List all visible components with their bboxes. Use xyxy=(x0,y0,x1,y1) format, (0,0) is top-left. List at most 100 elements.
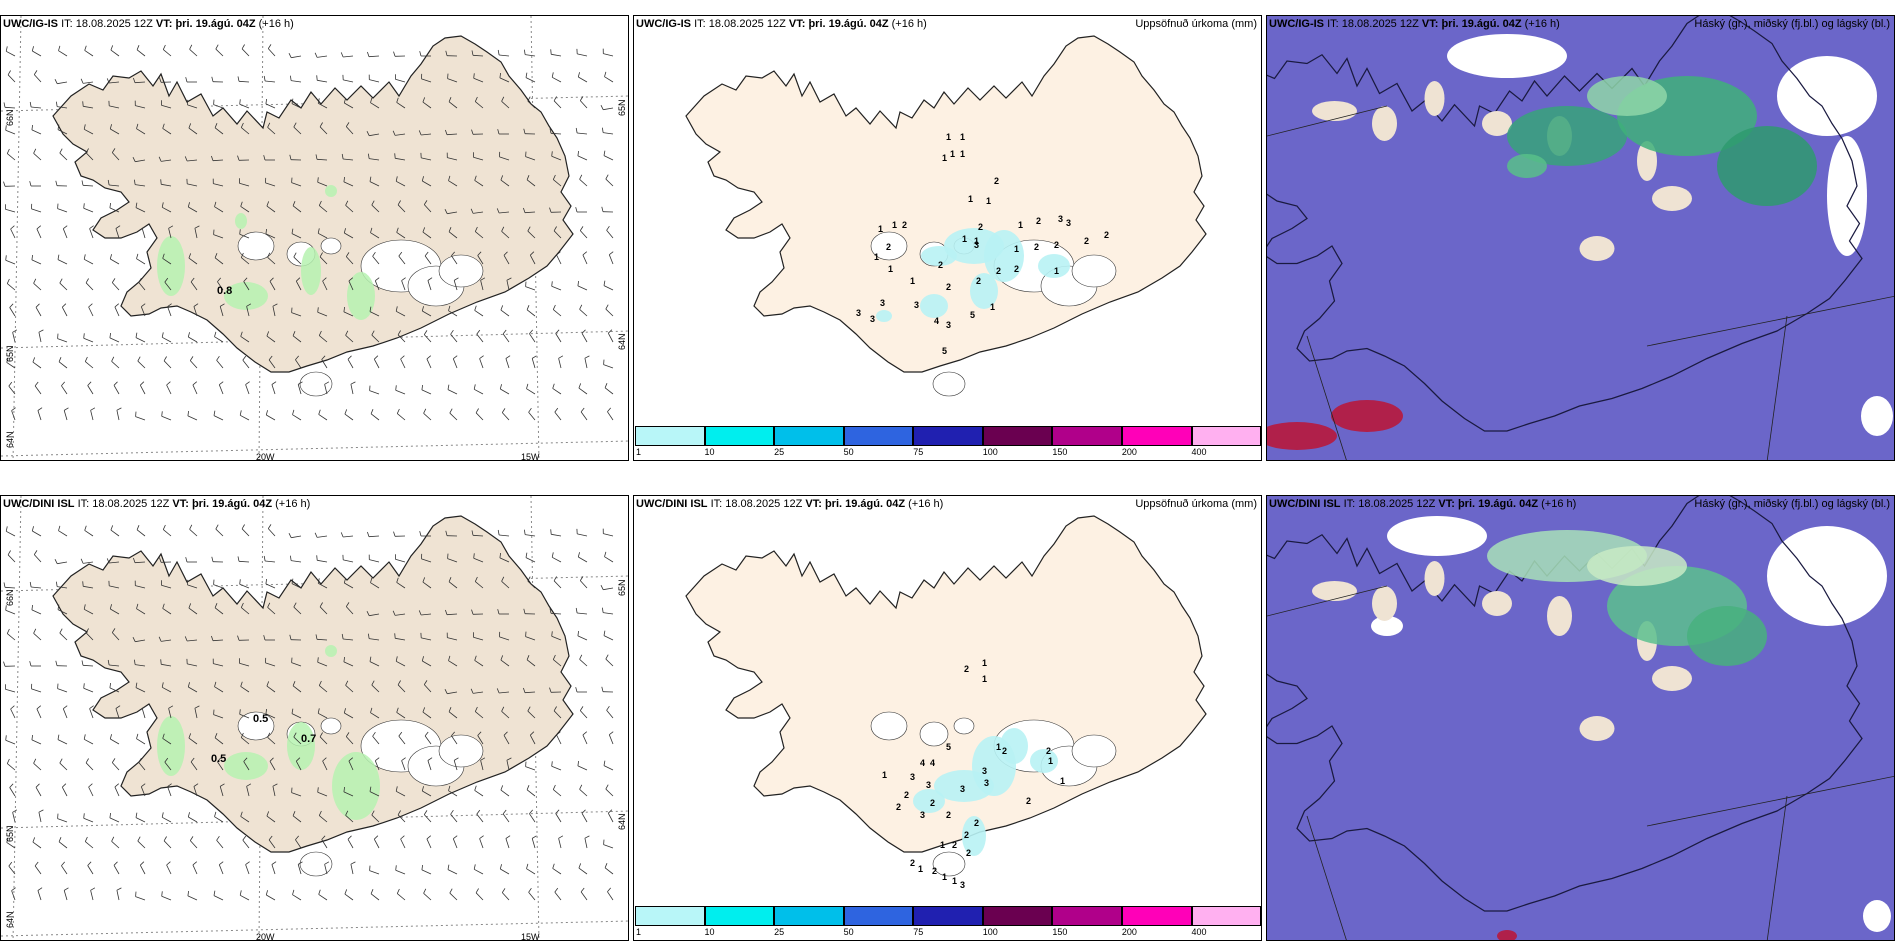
wind-barb xyxy=(396,577,399,583)
wind-barb xyxy=(396,707,399,713)
wind-barb xyxy=(59,632,68,641)
colorbar-tick-label: 50 xyxy=(843,447,854,457)
wind-barb xyxy=(501,226,505,232)
precip-value: 3 xyxy=(856,308,861,318)
colorbar-cell xyxy=(843,906,914,926)
wind-barb xyxy=(479,835,484,839)
wind-barb xyxy=(140,306,146,317)
land-visible xyxy=(1579,236,1615,261)
panel-title: UWC/IG-IS IT: 18.08.2025 12Z VT: þri. 19… xyxy=(636,18,927,30)
wind-barb xyxy=(291,560,302,563)
wind-barb xyxy=(111,628,116,633)
wind-barb xyxy=(263,555,266,562)
wind-barb xyxy=(240,206,250,213)
wind-barb xyxy=(61,865,68,875)
wind-barb xyxy=(85,361,94,369)
wind-barb xyxy=(501,888,506,893)
wind-barb xyxy=(396,310,406,317)
wind-barb xyxy=(82,101,84,107)
wind-barb xyxy=(63,890,68,901)
wind-barb xyxy=(315,154,318,160)
wind-barb xyxy=(528,892,536,901)
colorbar-cell xyxy=(982,906,1053,926)
wind-barb xyxy=(526,175,530,180)
wind-barb xyxy=(447,78,458,83)
wind-barb xyxy=(7,633,16,641)
wind-barb xyxy=(605,784,609,790)
wind-barb xyxy=(160,179,162,185)
wind-barb xyxy=(421,864,423,870)
wind-barb xyxy=(87,385,94,395)
wind-barb xyxy=(499,691,510,694)
wind-barb xyxy=(500,659,510,667)
wind-barb xyxy=(83,254,86,260)
wind-barb xyxy=(293,602,297,608)
wind-barb xyxy=(214,127,224,135)
wind-barb xyxy=(526,305,530,310)
wind-barb xyxy=(241,607,250,615)
wind-barb xyxy=(56,581,58,587)
precip-value: 1 xyxy=(918,864,923,874)
wind-barb xyxy=(193,306,198,317)
wind-barb xyxy=(184,636,188,642)
wind-barb xyxy=(529,735,536,745)
wind-barb xyxy=(446,133,458,136)
wind-map: 0.50.70.5 xyxy=(1,496,628,940)
colorbar-cell xyxy=(1121,426,1192,446)
wind-barb xyxy=(578,867,588,875)
wind-barb xyxy=(317,787,319,793)
wind-barb xyxy=(138,282,146,291)
precip-value: 2 xyxy=(910,858,915,868)
precip-value: 1 xyxy=(952,876,957,886)
wind-barb xyxy=(6,148,10,154)
cloud-map xyxy=(1267,16,1894,460)
wind-barb xyxy=(32,50,42,57)
colorbar-cell xyxy=(774,906,844,926)
wind-barb xyxy=(367,531,370,537)
wind-barb xyxy=(397,204,406,213)
wind-barb xyxy=(606,710,614,719)
wind-barb xyxy=(241,737,250,745)
wind-barb xyxy=(580,891,588,901)
wind-barb xyxy=(164,757,169,763)
wind-barb xyxy=(57,259,68,265)
wind-barb xyxy=(500,388,510,395)
wind-barb xyxy=(319,685,328,693)
wind-barb xyxy=(503,255,510,265)
wind-barb xyxy=(6,278,10,284)
wind-barb xyxy=(497,49,500,56)
wind-barb xyxy=(190,840,198,849)
wind-barb xyxy=(292,811,296,816)
colorbar-tick-label: 100 xyxy=(982,447,998,457)
land-visible xyxy=(1424,81,1445,116)
wind-barb xyxy=(448,711,458,719)
glacier-shape xyxy=(870,231,908,261)
wind-barb xyxy=(214,816,224,823)
wind-barb xyxy=(188,686,198,693)
wind-barb xyxy=(322,760,328,771)
wind-barb xyxy=(500,868,510,875)
wind-barb xyxy=(427,280,432,291)
wind-barb xyxy=(36,225,42,230)
land-visible xyxy=(1652,186,1692,211)
wind-barb xyxy=(292,205,302,213)
wind-barb xyxy=(213,663,224,667)
wind-barb xyxy=(553,580,562,589)
wind-barb xyxy=(135,105,146,109)
precip-value: 2 xyxy=(964,664,969,674)
wind-barb xyxy=(136,49,146,57)
wind-barb xyxy=(474,310,484,317)
wind-barb xyxy=(110,49,120,57)
wind-barb xyxy=(214,123,218,128)
wind-barb xyxy=(318,894,328,901)
wind-barb xyxy=(241,44,245,50)
wind-barb xyxy=(132,157,136,162)
wind-barb xyxy=(525,286,536,291)
wind-barb xyxy=(242,355,247,361)
wind-barb xyxy=(167,786,172,797)
wind-barb xyxy=(550,529,552,535)
lat-label: 64N xyxy=(5,911,15,928)
wind-barb xyxy=(369,661,380,667)
wind-barb xyxy=(84,836,88,842)
wind-barb xyxy=(421,613,432,616)
